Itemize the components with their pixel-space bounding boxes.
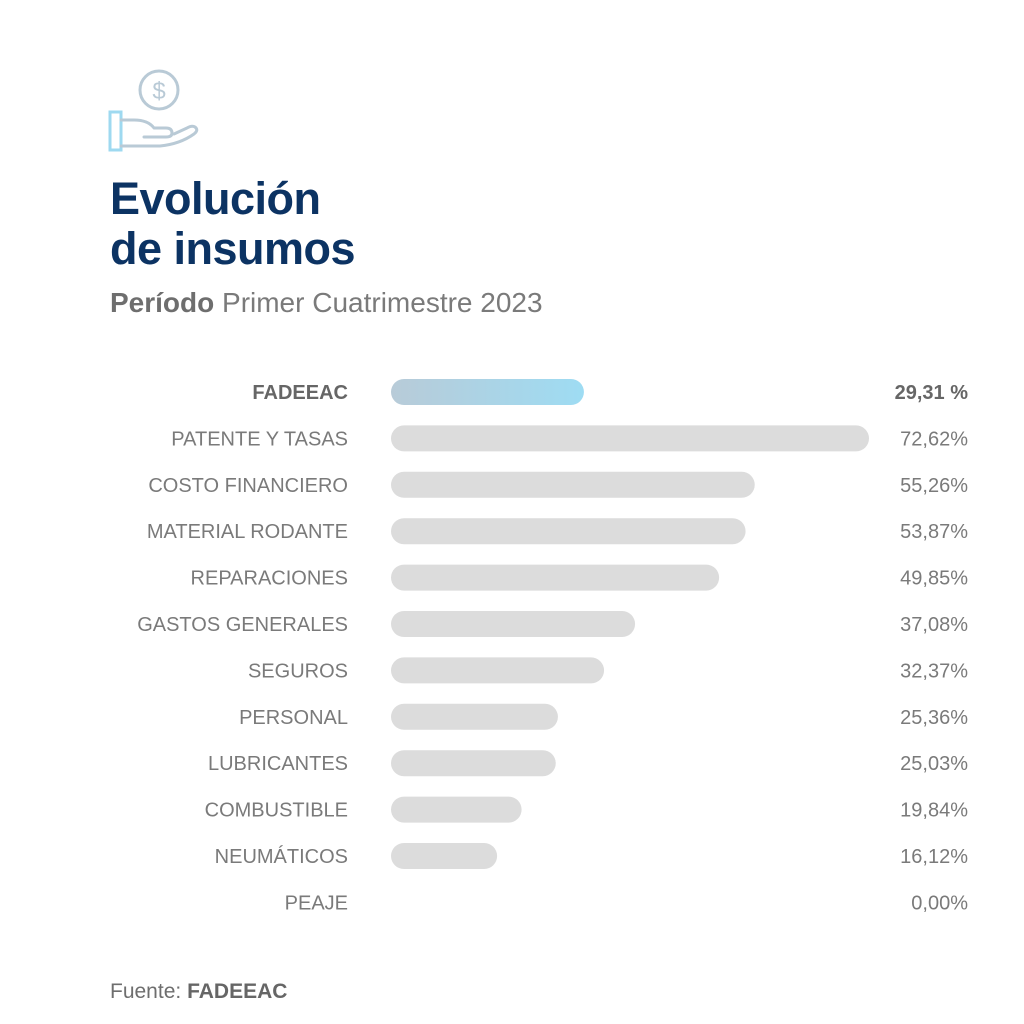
title-line-1: Evolución	[110, 173, 321, 224]
category-label-gastos-generales: GASTOS GENERALES	[137, 614, 348, 636]
bar-lubricantes	[391, 750, 556, 777]
bar-fadeeac	[391, 379, 584, 405]
value-label-reparaciones: 49,85%	[900, 568, 968, 590]
bar-costo-financiero	[391, 471, 755, 498]
value-label-personal: 25,36%	[900, 707, 968, 729]
value-label-costo-financiero: 55,26%	[900, 475, 968, 497]
value-label-material-rodante: 53,87%	[900, 521, 968, 543]
value-label-fadeeac: 29,31 %	[895, 382, 969, 404]
source-label: Fuente:	[110, 980, 182, 1003]
value-label-peaje: 0,00%	[911, 892, 968, 914]
category-label-material-rodante: MATERIAL RODANTE	[147, 521, 348, 543]
category-label-reparaciones: REPARACIONES	[191, 568, 348, 590]
source-note: Fuente: FADEEAC	[110, 980, 287, 1004]
value-label-neumaticos: 16,12%	[900, 846, 968, 868]
category-label-combustible: COMBUSTIBLE	[205, 800, 348, 822]
category-label-costo-financiero: COSTO FINANCIERO	[148, 475, 348, 497]
bar-seguros	[391, 657, 605, 684]
value-label-combustible: 19,84%	[900, 800, 968, 822]
bar-material-rodante	[391, 518, 746, 545]
subtitle-rest: Primer Cuatrimestre 2023	[222, 287, 543, 318]
source-name: FADEEAC	[187, 980, 288, 1003]
subtitle: Período Primer Cuatrimestre 2023	[110, 287, 543, 319]
category-label-fadeeac: FADEEAC	[252, 382, 348, 404]
category-label-personal: PERSONAL	[239, 707, 348, 729]
bar-combustible	[391, 796, 522, 823]
value-label-seguros: 32,37%	[900, 660, 968, 682]
bar-chart: FADEEAC 29,31 % PATENTE Y TASAS 72,62% COSTO…	[137, 379, 969, 914]
value-label-lubricantes: 25,03%	[900, 753, 968, 775]
value-label-patente-y-tasas: 72,62%	[900, 428, 968, 450]
bar-personal	[391, 703, 558, 730]
category-label-neumaticos: NEUMÁTICOS	[215, 845, 348, 868]
hand-holding-coin-icon: $	[108, 69, 199, 152]
svg-text:$: $	[152, 78, 165, 105]
page-title: Evolución de insumos	[110, 173, 356, 274]
bar-gastos-generales	[391, 611, 636, 637]
bar-neumaticos	[391, 843, 498, 869]
title-line-2: de insumos	[110, 223, 356, 274]
category-label-patente-y-tasas: PATENTE Y TASAS	[171, 428, 348, 450]
category-label-peaje: PEAJE	[285, 892, 348, 914]
subtitle-bold: Período	[110, 287, 215, 318]
category-label-lubricantes: LUBRICANTES	[208, 753, 348, 775]
category-label-seguros: SEGUROS	[248, 660, 348, 682]
value-label-gastos-generales: 37,08%	[900, 614, 968, 636]
bar-patente-y-tasas	[391, 425, 869, 452]
bar-reparaciones	[391, 564, 720, 591]
